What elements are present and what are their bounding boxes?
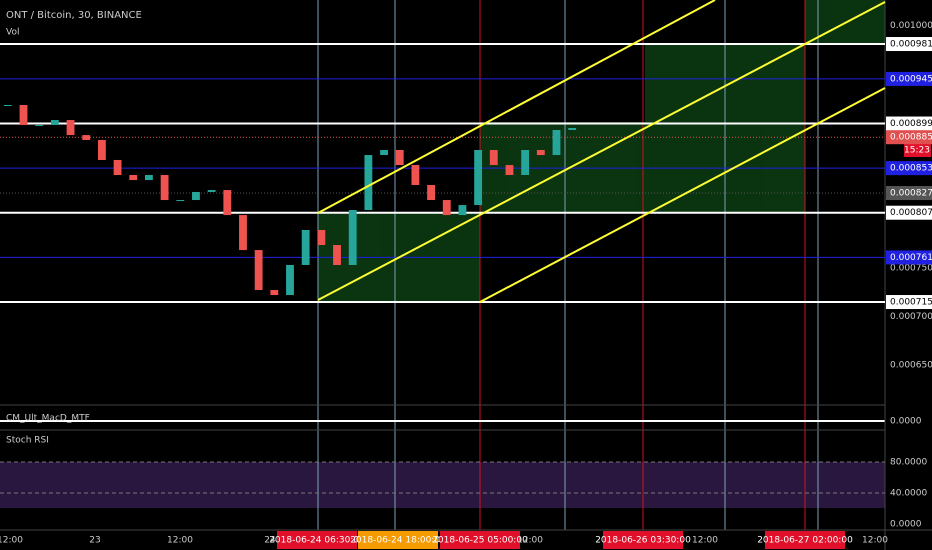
level-badge [886,71,932,86]
time-label: 24 [264,536,276,546]
marker-label: 0.0008274 [890,189,932,199]
candle [113,159,122,176]
time-label: 12:00 [0,536,23,546]
channel-line [317,1,886,301]
candle [364,155,373,211]
candle [442,200,451,216]
candle [348,210,357,265]
level-badge [886,161,932,176]
time-label: 2018-06-24 06:30:00 [269,536,365,546]
time-badge [603,531,683,549]
box [480,122,645,213]
level-badge [886,250,932,265]
countdown: 15:23 [904,146,930,156]
candle [82,135,91,141]
title: ONT / Bitcoin, 30, BINANCE [6,10,142,21]
stoch-band [0,462,885,508]
candle [489,149,498,166]
candle [521,149,530,176]
channel-line [479,87,886,303]
candle [129,175,138,181]
candle [317,229,326,246]
candle [35,124,44,126]
candle [66,120,75,136]
candle [552,130,561,156]
candle [239,215,247,251]
time-label: 23 [89,536,100,546]
level-label: 0.0009811 [890,40,932,50]
marker-badge [886,130,932,145]
candle [176,200,185,202]
time-badge [277,531,357,549]
stoch-tick-label: 40.0000 [890,489,927,499]
vol-label: Vol [6,28,19,38]
candle [286,264,294,296]
stoch-tick-label: 80.0000 [890,458,927,468]
channel-line [317,0,716,214]
candle [223,190,232,216]
marker-badge [886,186,932,201]
level-label: 0.0008531 [890,164,932,174]
candle [301,229,310,265]
level-label: 0.0009451 [890,74,932,84]
level-badge [886,205,932,220]
level-label: 0.0008991 [890,119,932,129]
candle [411,165,420,185]
level-badge [886,295,932,310]
time-badge [358,531,438,549]
time-label: 2018-06-26 03:30:00 [595,536,691,546]
time-label: 12:00 [517,536,543,546]
countdown-box [904,143,931,157]
level-label: 0.0008071 [890,208,932,218]
time-badge [440,531,520,549]
level-badge [886,37,932,52]
macd-label: CM_Ult_MacD_MTF [6,414,90,424]
candle [207,190,216,192]
candle [145,175,153,181]
candle [458,205,467,216]
candle [3,105,12,107]
candle [160,175,169,201]
candle [536,149,545,156]
candle [97,140,106,160]
red-vlines [479,0,806,530]
candle [474,149,483,206]
candle [19,105,28,125]
stoch-tick-label: 0.0000 [890,520,922,530]
candle [395,149,404,166]
time-label: 12:00 [862,536,888,546]
candle [192,191,200,201]
time-label: 2018-06-27 02:00:00 [757,536,853,546]
candle [568,127,577,131]
stoch-label: Stoch RSI [6,436,49,446]
candle [270,290,279,296]
time-label: 2018-06-25 05:00:00 [432,536,528,546]
time-label: 12:00 [167,536,193,546]
time-badge [765,531,845,549]
time-label: 2018-06-24 18:00:00 [350,536,446,546]
candle [333,245,341,265]
candle [505,165,514,176]
macd-tick-label: 0.0000 [890,417,922,427]
candle [50,120,59,125]
channel [317,0,886,303]
candle [254,250,263,291]
level-badge [886,116,932,131]
time-label: 12:00 [692,536,718,546]
vlines [317,0,819,530]
candle [427,184,435,201]
candle [380,149,388,156]
